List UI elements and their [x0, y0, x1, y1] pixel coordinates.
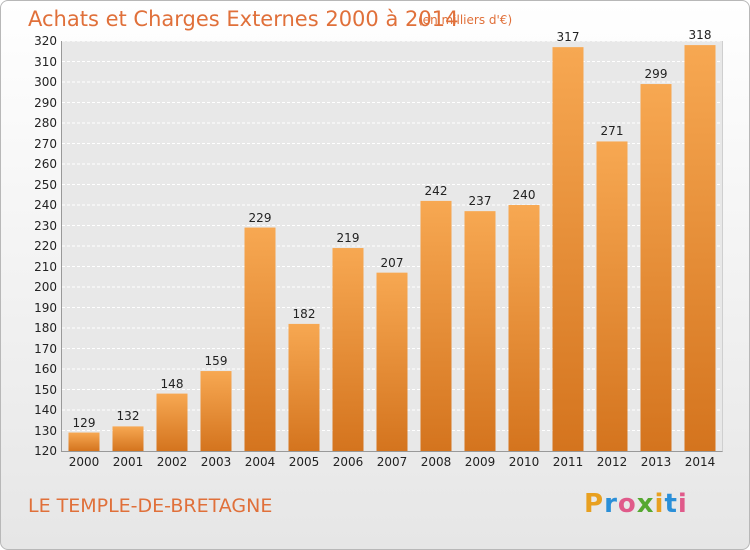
- y-tick-label: 150: [34, 382, 57, 397]
- y-tick-label: 140: [34, 403, 57, 417]
- y-axis-labels: 120 130 140 150 160 170 180 190 200 210 220 230 240 2…: [1, 1, 57, 549]
- x-tick-label: 2001: [112, 455, 144, 469]
- bar-2008: [420, 200, 452, 451]
- x-tick-label: 2000: [68, 455, 100, 469]
- bar-2013: [640, 84, 672, 452]
- y-tick-label: 310: [34, 54, 57, 69]
- commune-name: LE TEMPLE-DE-BRETAGNE: [28, 495, 273, 517]
- bar-2009: [464, 211, 496, 451]
- y-tick-label: 220: [34, 239, 57, 253]
- x-tick-label: 2007: [376, 455, 408, 469]
- x-tick-label: 2014: [684, 455, 716, 469]
- y-tick-label: 160: [34, 362, 57, 376]
- y-tick-label: 210: [34, 259, 57, 274]
- y-tick-label: 290: [34, 95, 57, 110]
- bar-2012: [596, 141, 628, 451]
- y-tick-label: 200: [34, 280, 57, 294]
- chart-title: Achats et Charges Externes 2000 à 2014: [28, 7, 459, 31]
- y-tick-label: 180: [34, 321, 57, 335]
- bar-2006: [332, 248, 364, 451]
- y-tick-label: 270: [34, 136, 57, 151]
- x-tick-label: 2005: [288, 455, 320, 469]
- y-tick-label: 120: [34, 444, 57, 458]
- proxiti-logo[interactable]: Proxiti: [584, 489, 688, 519]
- data-label: 318: [688, 28, 712, 43]
- bar-2005: [288, 323, 320, 451]
- y-tick-label: 130: [34, 423, 57, 438]
- plot-area: [61, 40, 723, 452]
- bar-2010: [508, 205, 540, 451]
- y-tick-label: 230: [34, 218, 57, 233]
- y-tick-label: 170: [34, 341, 57, 356]
- chart-subtitle: (en milliers d'€): [418, 13, 513, 27]
- bar-2007: [376, 272, 408, 451]
- x-tick-label: 2006: [332, 455, 364, 469]
- y-tick-label: 320: [34, 34, 57, 48]
- x-tick-label: 2011: [552, 455, 584, 469]
- bar-2002: [156, 393, 188, 451]
- x-tick-label: 2004: [244, 455, 276, 469]
- bar-2014: [684, 45, 716, 451]
- bar-chart: [62, 40, 722, 452]
- x-tick-label: 2010: [508, 455, 540, 469]
- bar-2011: [552, 47, 584, 452]
- bar-2001: [112, 426, 144, 451]
- bar-2000: [68, 432, 100, 451]
- x-tick-label: 2012: [596, 455, 628, 469]
- y-tick-label: 280: [34, 116, 57, 130]
- y-tick-label: 240: [34, 198, 57, 212]
- x-tick-label: 2002: [156, 455, 188, 469]
- x-tick-label: 2009: [464, 455, 496, 469]
- y-tick-label: 250: [34, 177, 57, 192]
- bar-2004: [244, 227, 276, 451]
- x-tick-label: 2013: [640, 455, 672, 469]
- y-tick-label: 300: [34, 75, 57, 89]
- x-tick-label: 2003: [200, 455, 232, 469]
- x-tick-label: 2008: [420, 455, 452, 469]
- y-tick-label: 260: [34, 157, 57, 171]
- bar-2003: [200, 371, 232, 451]
- y-tick-label: 190: [34, 300, 57, 315]
